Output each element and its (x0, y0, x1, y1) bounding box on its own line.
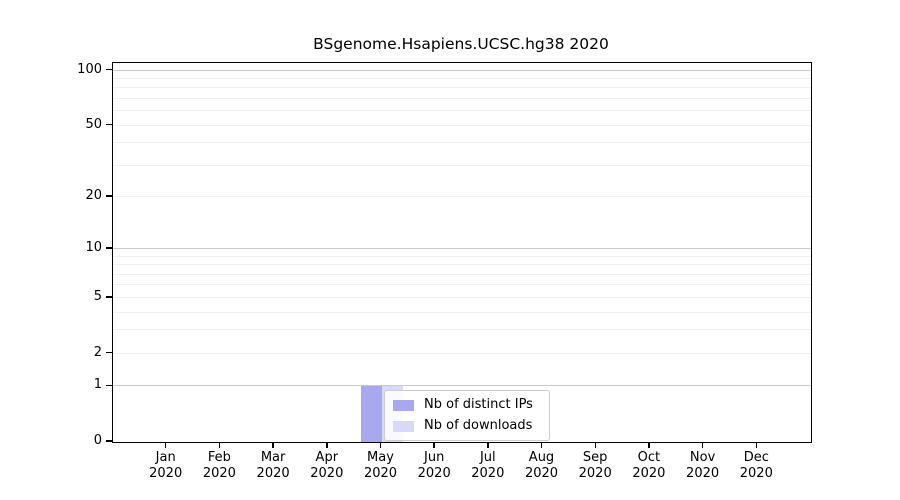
gridline (113, 296, 811, 298)
x-tick-label: May 2020 (341, 450, 421, 482)
gridline (113, 87, 811, 89)
legend-label-distinct-ips: Nb of distinct IPs (424, 397, 533, 412)
x-tick-mark (326, 442, 328, 448)
x-tick-mark (272, 442, 274, 448)
gridline (113, 284, 811, 286)
y-tick-mark (106, 195, 112, 197)
gridline (113, 98, 811, 99)
x-tick-month: Feb (207, 450, 231, 465)
x-tick-month: Dec (743, 450, 769, 465)
gridline (113, 311, 811, 313)
x-tick-month: Nov (689, 450, 716, 465)
x-tick-label: Jan 2020 (126, 450, 206, 482)
x-tick-year: 2020 (471, 466, 505, 481)
y-tick-label: 20 (85, 188, 102, 203)
x-tick-label: Sep 2020 (555, 450, 635, 482)
plot-area: Nb of distinct IPs Nb of downloads (112, 62, 812, 443)
chart-title: BSgenome.Hsapiens.UCSC.hg38 2020 (313, 35, 609, 53)
gridline (113, 385, 811, 387)
y-tick-label: 1 (93, 377, 102, 393)
gridline (113, 124, 811, 126)
gridline (113, 264, 811, 266)
x-tick-label: Jul 2020 (448, 450, 528, 482)
x-tick-mark (701, 442, 704, 448)
x-tick-year: 2020 (149, 466, 183, 481)
x-tick-month: Apr (315, 450, 339, 465)
y-tick-mark (106, 123, 112, 126)
x-tick-mark (218, 442, 221, 448)
x-tick-month: Jul (479, 450, 496, 465)
x-tick-year: 2020 (524, 466, 559, 481)
legend-label-downloads: Nb of downloads (424, 418, 533, 433)
y-tick-mark (106, 247, 112, 249)
y-tick-mark (106, 440, 112, 442)
x-tick-mark (433, 442, 435, 448)
y-tick-mark (106, 384, 112, 386)
bar-distinct-ips (360, 386, 382, 442)
legend-swatch-downloads (393, 420, 414, 432)
gridline (113, 196, 811, 197)
y-tick-label: 2 (93, 344, 102, 360)
x-tick-mark (487, 442, 489, 448)
x-tick-mark (379, 442, 382, 448)
x-tick-label: Aug 2020 (502, 450, 582, 482)
x-tick-mark (648, 442, 650, 448)
x-tick-year: 2020 (739, 466, 773, 481)
y-tick-mark (106, 351, 112, 354)
y-tick-mark (106, 68, 112, 71)
gridline (113, 110, 811, 112)
x-tick-year: 2020 (363, 466, 398, 481)
y-tick-label: 5 (93, 288, 102, 304)
x-tick-label: Feb 2020 (179, 450, 259, 482)
y-tick-label: 10 (85, 240, 102, 255)
x-tick-year: 2020 (578, 466, 612, 481)
x-tick-year: 2020 (256, 466, 290, 481)
legend-row: Nb of distinct IPs (393, 397, 541, 413)
gridline (113, 255, 811, 257)
legend-row: Nb of downloads (393, 418, 541, 434)
x-tick-year: 2020 (632, 466, 666, 481)
x-tick-month: May (367, 450, 394, 465)
x-tick-label: Dec 2020 (716, 450, 796, 482)
y-tick-label: 50 (85, 116, 102, 132)
x-tick-label: Mar 2020 (233, 450, 313, 482)
x-tick-mark (594, 442, 596, 448)
legend-swatch-distinct-ips (393, 399, 414, 411)
gridline (113, 142, 811, 144)
gridline (113, 164, 811, 166)
x-tick-year: 2020 (202, 466, 236, 481)
x-tick-month: Jan (155, 450, 176, 465)
x-tick-year: 2020 (417, 466, 451, 481)
y-tick-mark (106, 296, 112, 298)
x-tick-year: 2020 (310, 466, 344, 481)
gridline (113, 78, 811, 79)
x-tick-month: Jun (424, 450, 445, 465)
gridline (113, 273, 811, 275)
y-tick-label: 0 (93, 433, 102, 448)
x-tick-month: Aug (528, 450, 555, 465)
x-tick-mark (755, 442, 758, 448)
x-tick-month: Sep (582, 450, 608, 465)
gridline (113, 329, 811, 331)
x-tick-label: Apr 2020 (287, 450, 367, 482)
legend: Nb of distinct IPs Nb of downloads (384, 390, 550, 441)
gridline (113, 69, 811, 71)
gridline (113, 248, 811, 249)
x-tick-month: Oct (637, 450, 661, 465)
x-tick-label: Oct 2020 (609, 450, 689, 482)
x-tick-mark (540, 442, 543, 448)
x-tick-year: 2020 (686, 466, 720, 481)
y-tick-label: 100 (77, 61, 102, 77)
gridline (113, 352, 811, 354)
x-tick-label: Jun 2020 (394, 450, 474, 482)
x-tick-month: Mar (260, 450, 286, 465)
x-tick-label: Nov 2020 (663, 450, 743, 482)
x-tick-mark (164, 442, 167, 448)
